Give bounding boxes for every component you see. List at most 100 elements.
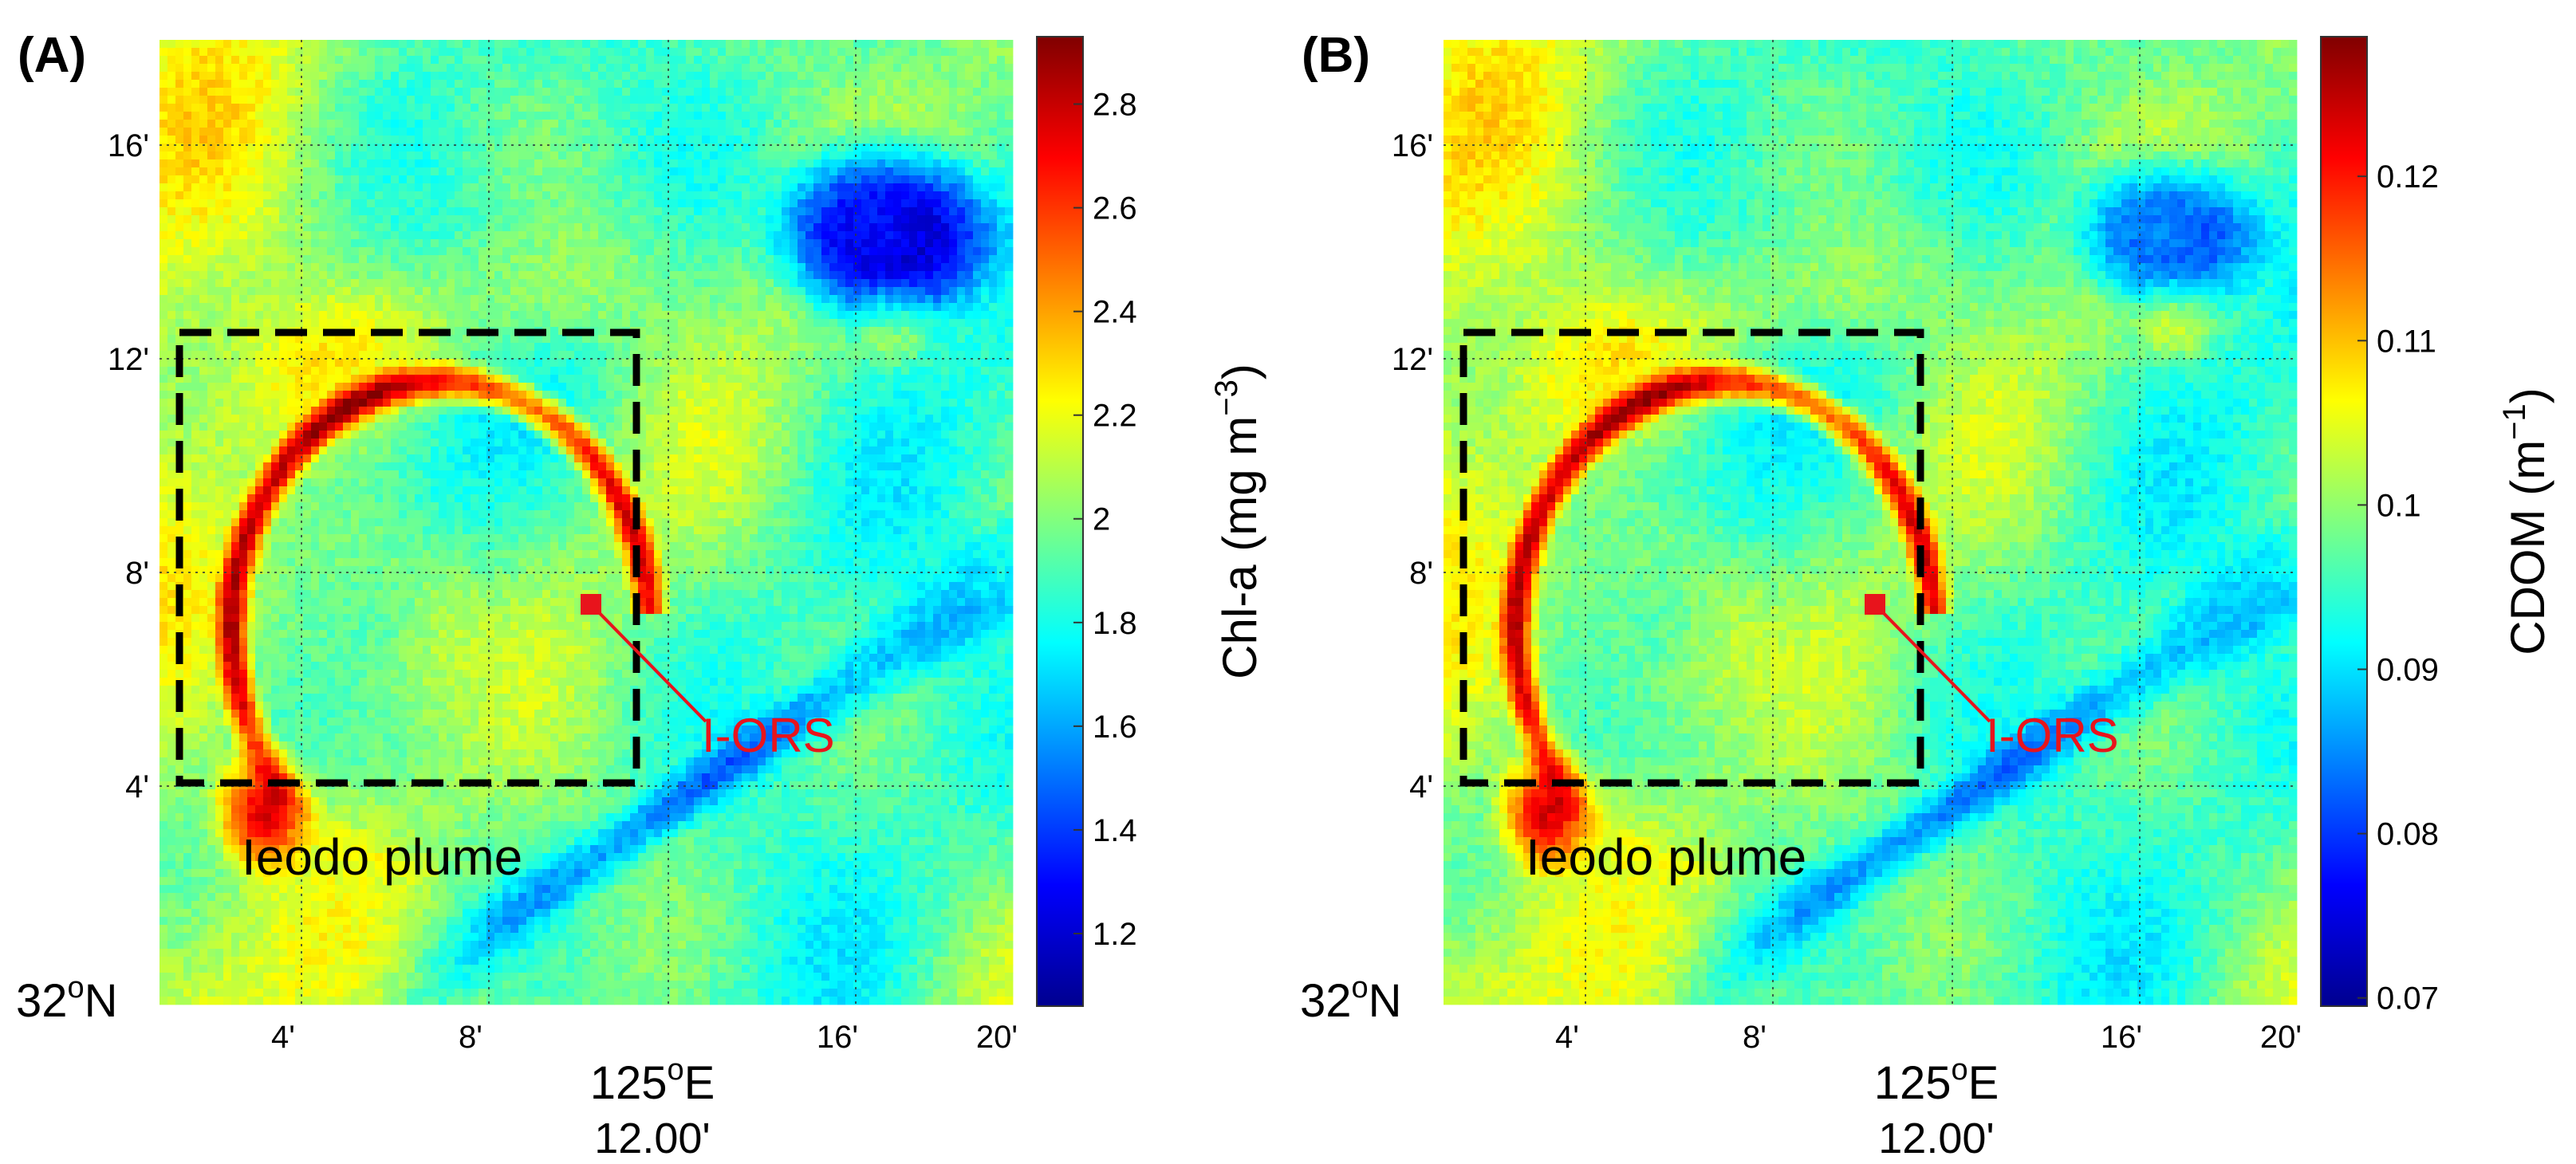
heat-cell [574,40,582,48]
heat-cell [279,183,287,191]
heat-cell [718,183,726,191]
heat-cell [821,159,829,167]
heat-cell [941,136,949,144]
heat-cell [758,120,766,128]
heat-cell [223,72,231,80]
heat-cell [183,151,191,159]
heat-cell [471,112,479,120]
heat-cell [949,199,957,207]
heat-cell [423,167,431,175]
heat-cell [829,199,837,207]
heat-cell [303,199,311,207]
heat-cell [383,88,391,96]
heat-cell [335,88,343,96]
heat-cell [1005,72,1013,80]
heat-cell [829,183,837,191]
heat-cell [821,104,829,112]
heat-cell [518,199,526,207]
heat-cell [670,72,678,80]
heat-cell [327,112,335,120]
heat-cell [742,159,750,167]
heat-cell [654,175,662,183]
heat-cell [622,80,630,88]
heat-cell [909,167,917,175]
heat-cell [893,128,901,136]
heat-cell [829,128,837,136]
heat-cell [590,104,598,112]
heat-cell [869,72,877,80]
heat-cell [782,151,790,159]
heat-cell [558,199,566,207]
heat-cell [574,175,582,183]
heat-cell [343,167,351,175]
heat-cell [526,96,534,104]
heat-cell [574,96,582,104]
heat-cell [694,64,702,72]
heat-cell [654,159,662,167]
heat-cell [845,104,853,112]
heat-cell [638,136,646,144]
heat-cell [391,120,399,128]
heat-cell [829,64,837,72]
heat-cell [494,112,502,120]
heat-cell [829,120,837,128]
heat-cell [790,112,798,120]
heat-cell [925,120,933,128]
heat-cell [439,112,447,120]
heat-cell [933,40,941,48]
heat-cell [654,72,662,80]
heat-cell [455,151,463,159]
heat-cell [981,72,989,80]
heat-cell [191,72,199,80]
heat-cell [335,167,343,175]
heat-cell [367,104,375,112]
heat-cell [734,151,742,159]
heat-cell [813,80,821,88]
heat-cell [375,183,383,191]
heat-cell [534,72,542,80]
heat-cell [646,175,654,183]
heat-cell [534,56,542,64]
heat-cell [869,167,877,175]
heat-cell [630,56,638,64]
heat-cell [518,64,526,72]
heat-cell [279,159,287,167]
heat-cell [805,40,813,48]
heat-cell [750,56,758,64]
heat-cell [686,120,694,128]
heat-cell [734,167,742,175]
heat-cell [933,159,941,167]
heat-cell [160,120,167,128]
heat-cell [518,120,526,128]
heat-cell [359,120,367,128]
heat-cell [949,48,957,56]
heat-cell [853,191,861,199]
heat-cell [861,128,869,136]
heat-cell [678,128,686,136]
heat-cell [415,128,423,136]
heat-cell [614,104,622,112]
heat-cell [606,88,614,96]
heat-cell [1005,199,1013,207]
heat-cell [694,199,702,207]
heat-cell [439,159,447,167]
heat-cell [279,191,287,199]
heat-cell [207,159,215,167]
heat-cell [207,96,215,104]
panel-a-label: (A) [18,28,86,83]
heat-cell [766,40,774,48]
heat-cell [646,48,654,56]
heat-cell [734,128,742,136]
heat-cell [622,175,630,183]
heat-cell [191,151,199,159]
heat-cell [718,104,726,112]
heat-cell [981,96,989,104]
heat-cell [279,120,287,128]
heat-cell [247,120,255,128]
heat-cell [893,88,901,96]
heat-cell [160,159,167,167]
heat-cell [367,136,375,144]
heat-cell [494,183,502,191]
heat-cell [558,56,566,64]
heat-cell [622,167,630,175]
